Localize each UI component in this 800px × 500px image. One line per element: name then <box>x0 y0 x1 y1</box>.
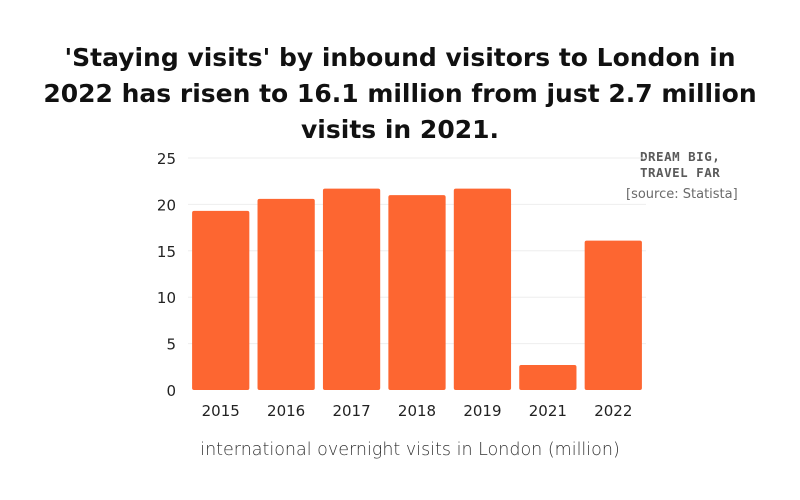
x-tick-label: 2016 <box>267 402 305 420</box>
y-tick-label: 15 <box>157 243 176 261</box>
bar <box>584 240 642 390</box>
x-tick-label: 2019 <box>463 402 501 420</box>
y-tick-label: 20 <box>157 196 176 214</box>
bar <box>322 188 381 390</box>
brand-logo: DREAM BIG, TRAVEL FAR <box>640 149 740 181</box>
x-axis-label: international overnight visits in London… <box>200 440 620 460</box>
y-tick-label: 10 <box>157 289 176 307</box>
brand-line-1: DREAM BIG, <box>640 149 721 164</box>
bar <box>192 210 250 390</box>
chart-title: 'Staying visits' by inbound visitors to … <box>43 43 757 144</box>
x-tick-label: 2017 <box>332 402 370 420</box>
y-tick-label: 5 <box>166 336 176 354</box>
bar <box>257 198 315 390</box>
source-note: [source: Statista] <box>626 187 738 202</box>
y-tick-label: 25 <box>157 150 176 168</box>
x-tick-label: 2022 <box>594 402 632 420</box>
x-tick-label: 2021 <box>529 402 567 420</box>
x-tick-label: 2015 <box>202 402 240 420</box>
y-tick-label: 0 <box>166 382 176 400</box>
bar <box>453 188 512 390</box>
brand-line-2: TRAVEL FAR <box>640 165 721 180</box>
bar <box>388 195 446 390</box>
x-tick-label: 2018 <box>398 402 436 420</box>
bar <box>519 364 577 390</box>
